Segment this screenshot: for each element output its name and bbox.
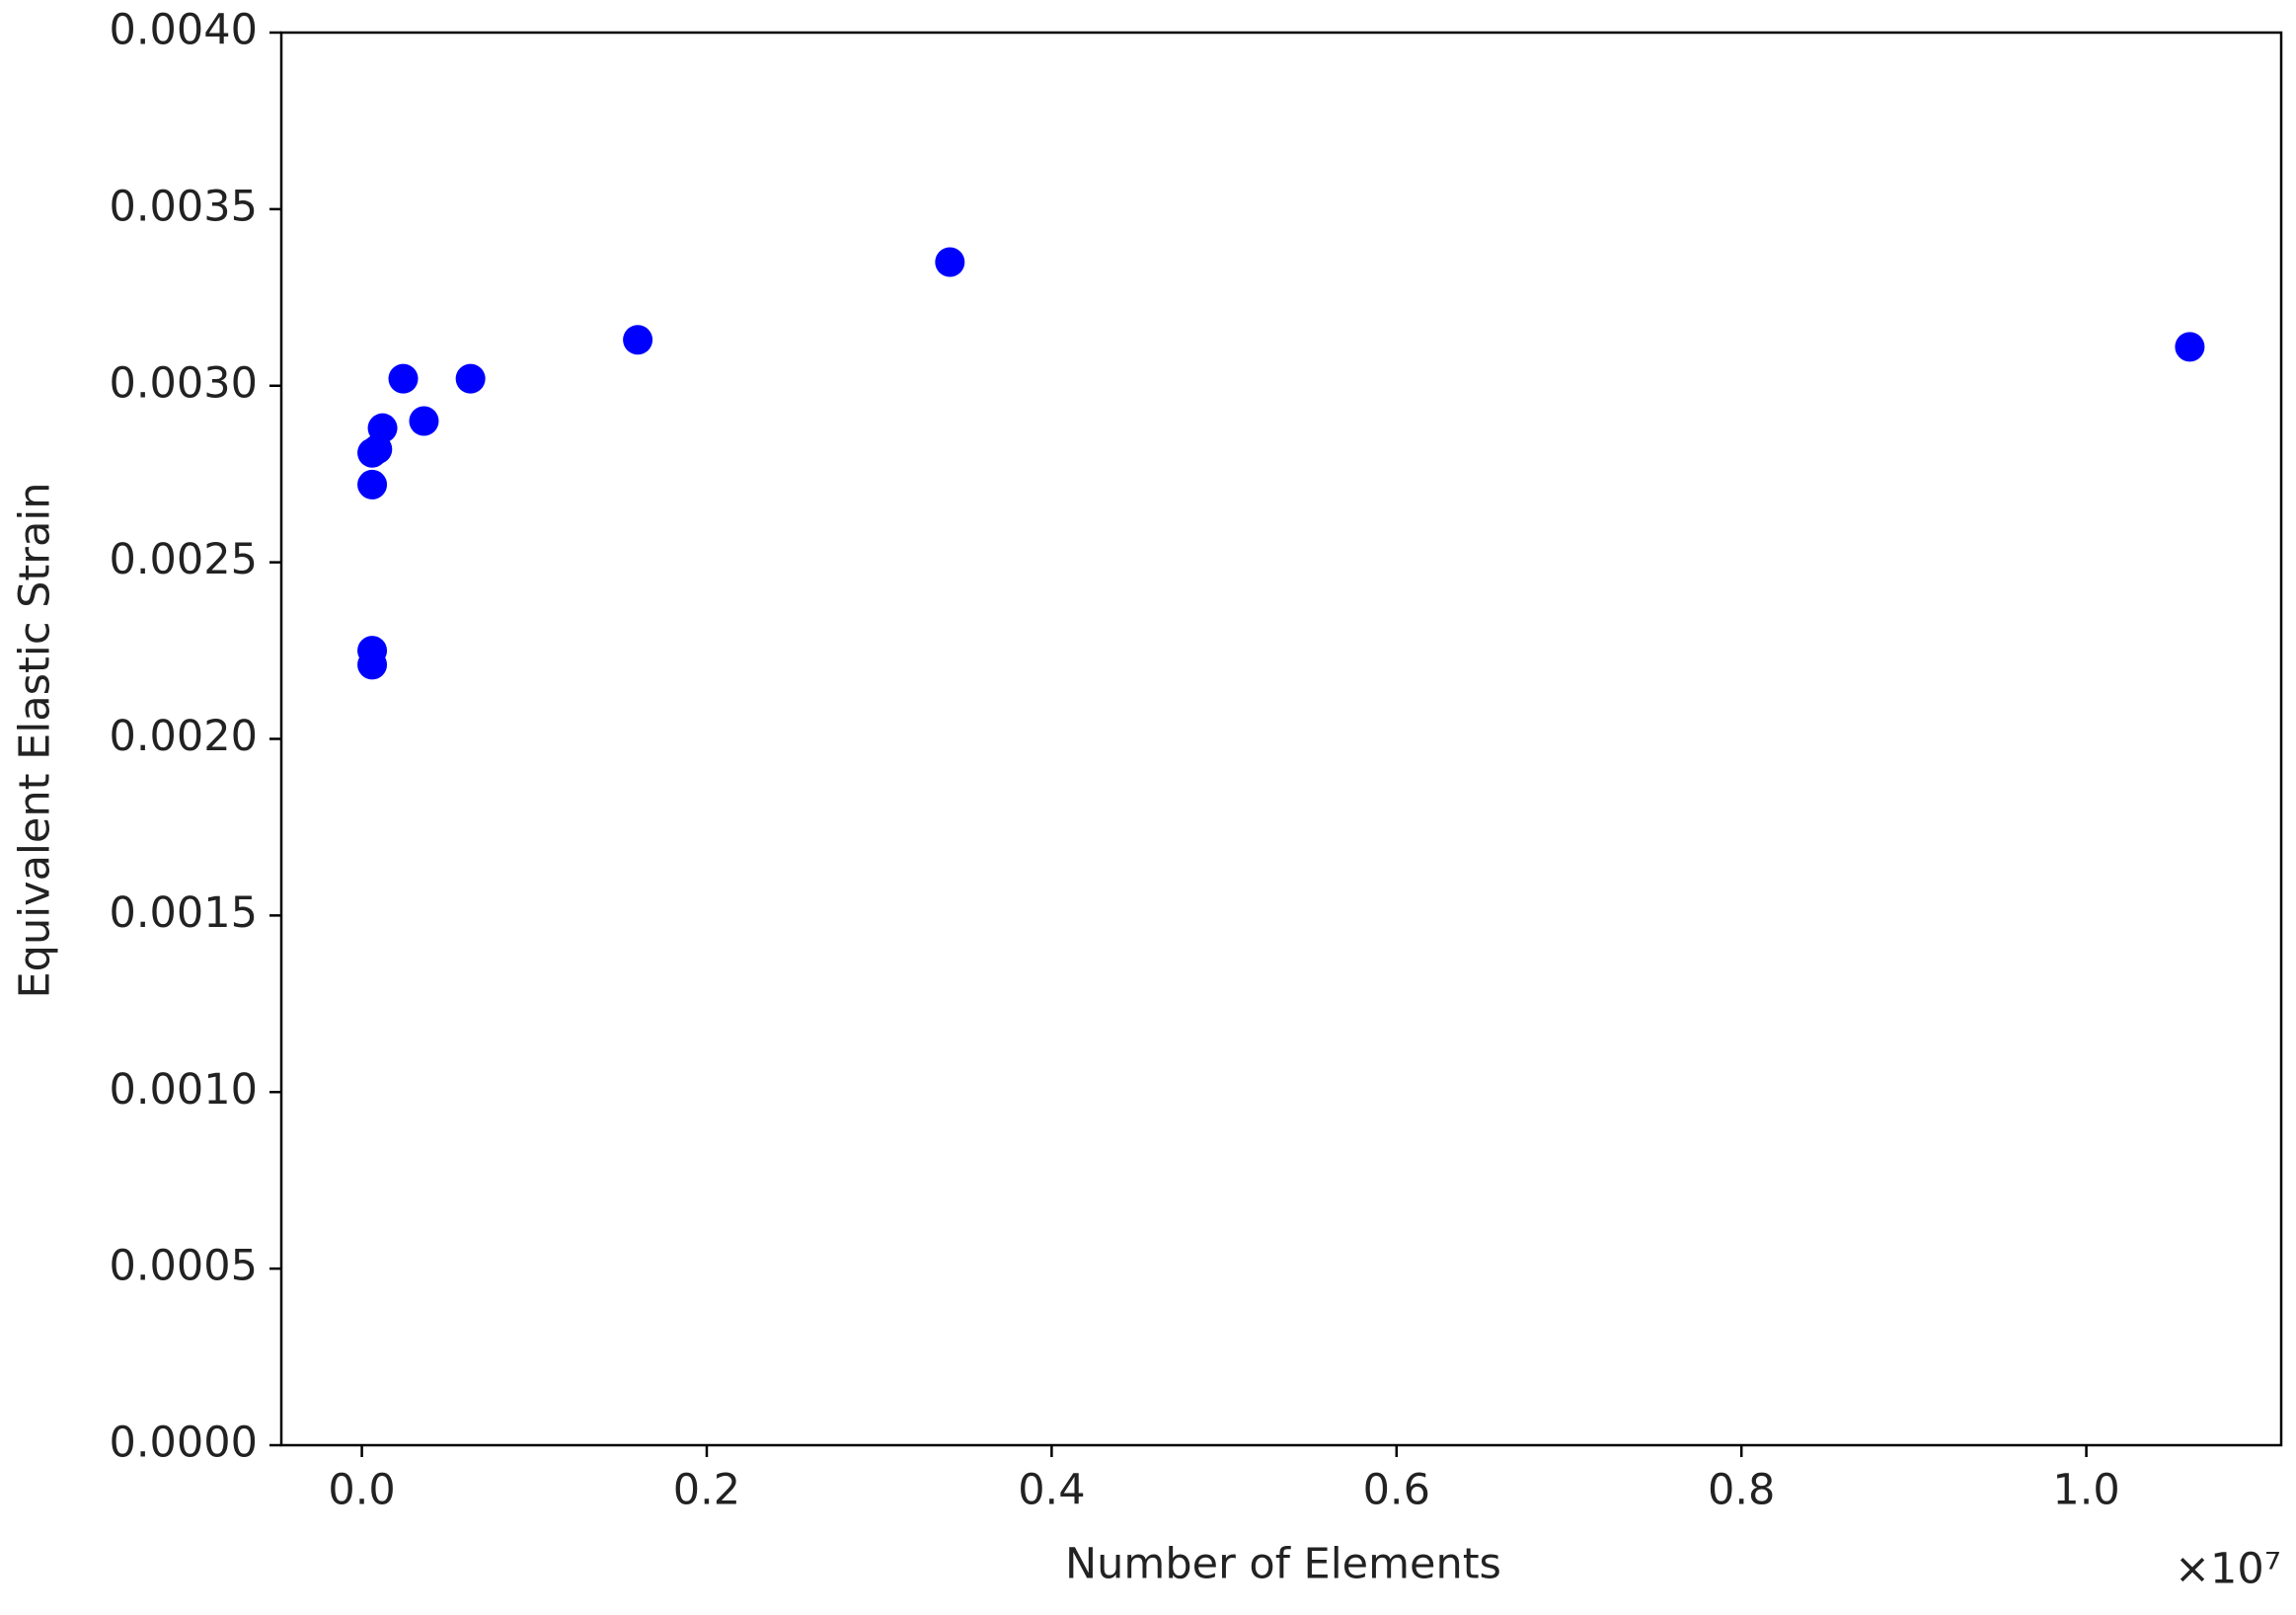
y-tick-label: 0.0010: [110, 1065, 258, 1115]
x-axis-label: Number of Elements: [1065, 1540, 1501, 1589]
point: [623, 325, 653, 355]
point: [409, 406, 439, 436]
point: [2175, 332, 2205, 362]
y-tick-label: 0.0000: [110, 1419, 258, 1468]
x-tick-label: 0.0: [328, 1466, 395, 1515]
y-tick-label: 0.0020: [110, 712, 258, 761]
point: [455, 363, 486, 394]
x-tick-label: 0.6: [1363, 1466, 1430, 1515]
y-tick-label: 0.0035: [110, 182, 258, 231]
point: [388, 363, 419, 394]
y-tick-label: 0.0015: [110, 888, 258, 938]
point: [357, 469, 388, 500]
point: [357, 650, 388, 680]
y-axis-label: Equivalent Elastic Strain: [11, 482, 60, 998]
x-multiplier: ×10⁷: [2175, 1545, 2281, 1594]
y-tick-label: 0.0030: [110, 358, 258, 408]
point: [367, 413, 398, 443]
point: [935, 247, 965, 277]
x-tick-label: 0.8: [1708, 1466, 1775, 1515]
x-tick-label: 1.0: [2052, 1466, 2119, 1515]
plot-frame: [279, 31, 2283, 1447]
y-tick-label: 0.0005: [110, 1242, 258, 1291]
y-tick-label: 0.0040: [110, 6, 258, 55]
y-tick-label: 0.0025: [110, 535, 258, 584]
x-tick-label: 0.2: [673, 1466, 740, 1515]
x-tick-label: 0.4: [1018, 1466, 1085, 1515]
